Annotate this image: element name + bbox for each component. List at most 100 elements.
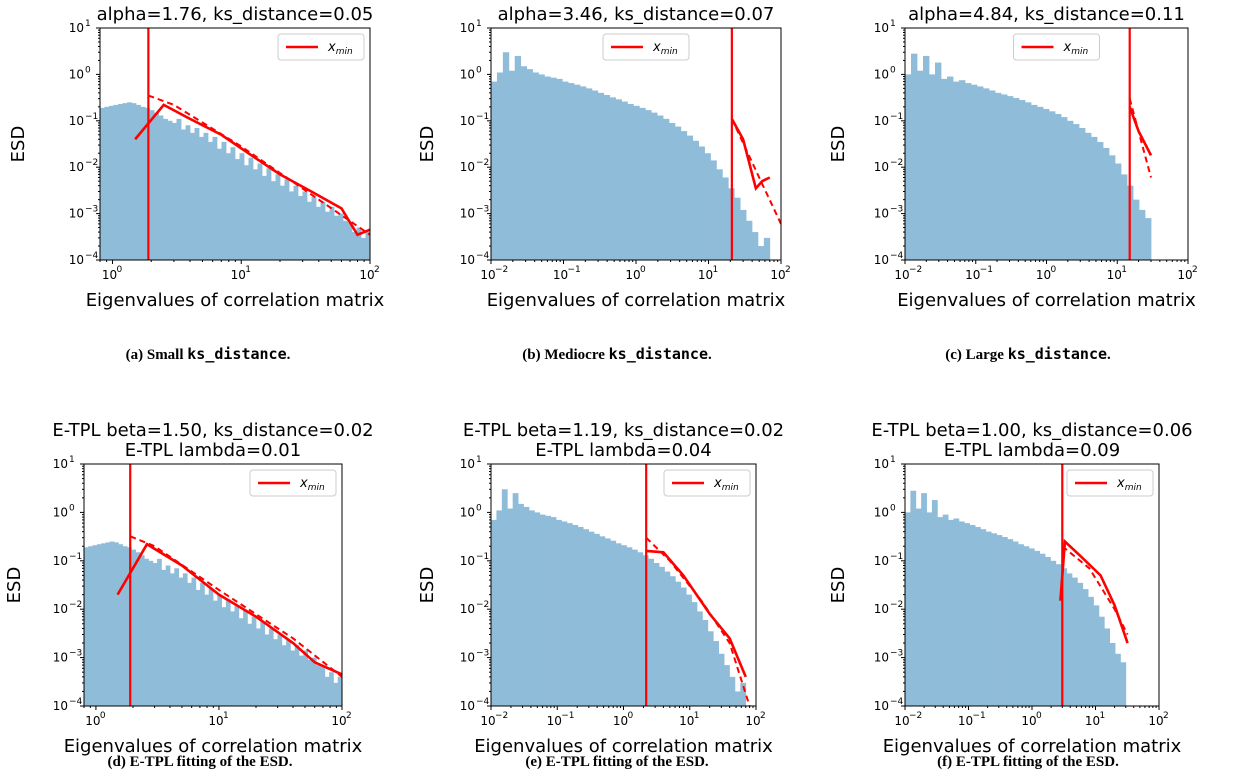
y-tick-label: 10 <box>53 699 68 713</box>
y-tick-exponent: −2 <box>890 158 903 168</box>
histogram-bar <box>243 610 248 706</box>
fit-solid-line <box>134 103 370 237</box>
fit-solid-line <box>116 542 342 676</box>
x-tick-label: 10 <box>625 268 640 282</box>
histogram-bar <box>1025 102 1032 260</box>
histogram-bar <box>194 127 200 260</box>
x-tick-exponent: 0 <box>1051 265 1057 275</box>
histogram-bar <box>917 70 924 260</box>
x-tick-exponent: 1 <box>223 711 229 721</box>
histogram-bar <box>1043 108 1050 260</box>
legend: xmin <box>249 469 337 497</box>
histogram-bar <box>122 546 128 706</box>
caption-c: (c) Large ks_distance. <box>945 345 1111 363</box>
histogram-bar <box>722 177 729 260</box>
histogram-bar <box>710 160 717 260</box>
histogram-bar <box>347 222 353 260</box>
x-tick-label: 10 <box>965 268 980 282</box>
y-tick-label: 10 <box>69 114 84 128</box>
x-tick-exponent: 0 <box>640 265 646 275</box>
histogram-bar <box>264 634 270 706</box>
y-axis-label: ESD <box>4 567 25 604</box>
histogram-bar <box>165 565 171 706</box>
chart-title: alpha=3.46, ks_distance=0.07 <box>498 4 775 25</box>
histogram-bar <box>139 555 145 706</box>
chart-title: alpha=4.84, ks_distance=0.11 <box>908 4 1185 25</box>
x-tick-exponent: 0 <box>116 265 122 275</box>
y-tick-label: 10 <box>460 554 475 568</box>
histogram-bar <box>248 157 254 260</box>
histogram-bar <box>501 489 508 706</box>
chart-panel-e: E-TPL beta=1.19, ks_distance=0.02 E-TPL l… <box>411 400 822 757</box>
x-tick-label: 10 <box>102 268 117 282</box>
legend-label-subscript: min <box>336 47 353 57</box>
histogram-bar <box>174 568 179 706</box>
y-tick-exponent: −4 <box>890 697 904 707</box>
y-axis-label: ESD <box>417 126 438 163</box>
histogram-bar <box>696 611 703 706</box>
histogram-bar <box>203 132 209 260</box>
histogram-bar <box>101 543 106 706</box>
y-tick-label: 10 <box>69 207 84 221</box>
histogram-bar <box>664 571 671 706</box>
histogram-bar <box>1133 199 1140 260</box>
histogram-bar <box>273 639 278 706</box>
y-tick-label: 10 <box>69 160 84 174</box>
legend: xmin <box>277 33 365 61</box>
y-tick-exponent: −3 <box>476 205 489 215</box>
y-tick-exponent: 0 <box>85 65 91 75</box>
fit-solid-line <box>1128 106 1153 156</box>
histogram-bar <box>562 81 569 260</box>
histogram-bar <box>114 542 119 706</box>
x-tick-label: 10 <box>231 268 246 282</box>
y-axis-label: ESD <box>828 567 849 604</box>
legend-label-subscript: min <box>1125 483 1142 493</box>
fit-solid-line <box>646 549 747 678</box>
histogram-bar <box>191 577 197 706</box>
y-tick-label: 10 <box>460 699 475 713</box>
histogram-bar <box>579 86 587 260</box>
y-tick-label: 10 <box>460 253 475 267</box>
fit-lines <box>116 535 342 678</box>
histogram-bar <box>311 657 317 706</box>
histogram-bar <box>149 110 155 260</box>
y-tick-exponent: −2 <box>476 600 489 610</box>
histogram-bar <box>599 536 606 706</box>
histogram-bar <box>905 512 911 706</box>
y-tick-exponent: 1 <box>890 19 896 29</box>
histogram-bar <box>926 512 933 706</box>
histogram-bar <box>995 92 1002 260</box>
x-tick-label: 10 <box>1085 714 1100 728</box>
histogram-bar <box>1012 541 1019 706</box>
y-tick-exponent: −4 <box>476 251 490 261</box>
histogram-bar <box>910 490 917 706</box>
histogram-bar <box>1091 136 1098 260</box>
histogram-bar <box>307 659 313 706</box>
histogram-bar <box>136 104 141 260</box>
x-tick-label: 10 <box>1177 268 1192 282</box>
y-axis-label: ESD <box>8 126 29 163</box>
chart-panel-f: E-TPL beta=1.00, ks_distance=0.06 E-TPL l… <box>822 400 1233 757</box>
x-tick-exponent: −1 <box>561 711 574 721</box>
chart-panel-c: alpha=4.84, ks_distance=0.11 10 −4 10 −3 10 −2… <box>822 0 1233 311</box>
histogram-bar <box>1115 653 1121 706</box>
y-tick-label: 10 <box>874 67 889 81</box>
histogram-bar <box>329 672 334 706</box>
histogram-bar <box>157 558 162 706</box>
histogram-bar <box>757 246 765 260</box>
y-tick-exponent: −3 <box>890 205 903 215</box>
histogram-bar <box>1082 589 1089 706</box>
fit-lines <box>730 118 781 225</box>
histogram-bar <box>588 531 595 706</box>
histogram-bar <box>1001 94 1008 260</box>
histogram-bar <box>338 213 344 260</box>
histogram-bar <box>352 232 357 260</box>
y-tick-exponent: 1 <box>476 455 482 465</box>
y-tick-exponent: 0 <box>69 503 75 513</box>
histogram-bar <box>230 611 235 706</box>
histogram-bar <box>734 691 741 706</box>
histogram-bar <box>1067 120 1074 260</box>
histogram-bar <box>1013 98 1020 260</box>
y-tick-exponent: −4 <box>890 251 904 261</box>
histogram-bar <box>615 99 622 260</box>
